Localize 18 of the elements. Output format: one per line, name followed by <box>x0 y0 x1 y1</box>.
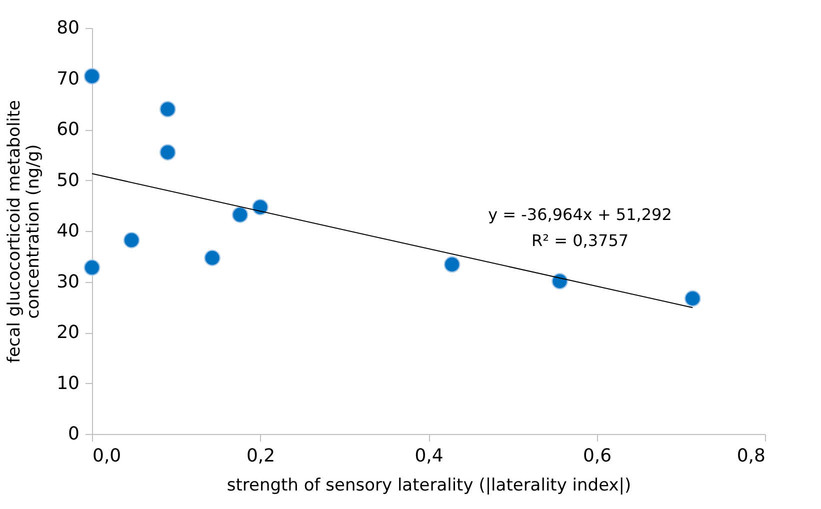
y-tick-label: 10 <box>56 372 80 394</box>
x-tick-label: 0,8 <box>736 446 766 466</box>
y-tick-label: 80 <box>56 18 80 38</box>
y-axis-title: fecal glucocorticoid metabolite concentration (ng/g) <box>4 100 44 364</box>
x-tick-label: 0,4 <box>414 446 444 466</box>
y-tick-label: 0 <box>68 424 80 444</box>
y-tick-label: 20 <box>56 322 80 343</box>
x-tick-label: 0,2 <box>246 446 276 466</box>
annotation: R² = 0,3757 <box>531 231 629 250</box>
y-tick-label: 50 <box>56 170 80 191</box>
y-tick-label: 30 <box>56 271 80 292</box>
x-tick-label: 0,0 <box>92 446 122 466</box>
x-axis-title: strength of sensory laterality (|laterality index|) <box>226 476 632 496</box>
y-tick-label: 60 <box>56 119 80 140</box>
x-tick-label: 0,6 <box>582 446 612 466</box>
y-tick-label: 40 <box>56 220 80 242</box>
annotation: y = -36,964x + 51,292 <box>488 205 672 224</box>
y-tick-label: 70 <box>56 68 80 90</box>
